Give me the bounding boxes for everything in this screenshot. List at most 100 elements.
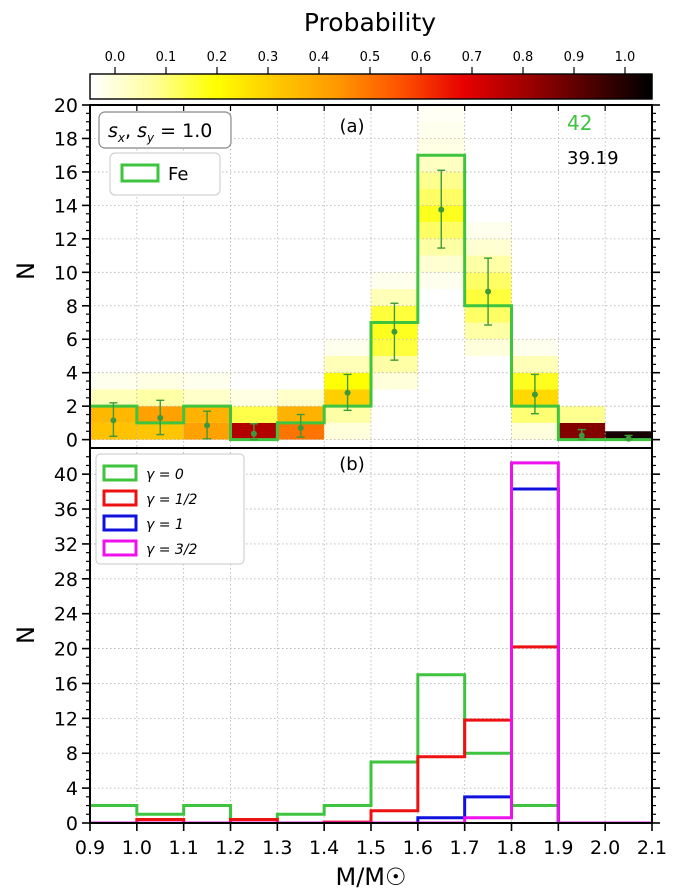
colorbar-segment xyxy=(500,74,504,99)
colorbar-segment xyxy=(379,74,383,99)
colorbar-segment xyxy=(472,74,476,99)
colorbar-segment xyxy=(522,74,527,99)
colorbar-segment xyxy=(390,74,395,99)
colorbar-segment xyxy=(474,74,479,99)
colorbar-segment xyxy=(281,74,285,99)
colorbar-tick-label: 0.0 xyxy=(105,50,126,65)
colorbar-segment xyxy=(208,74,212,99)
colorbar-segment xyxy=(632,74,636,99)
heatmap-cell xyxy=(464,238,512,256)
colorbar-segment xyxy=(317,74,322,99)
colorbar-segment xyxy=(640,74,645,99)
colorbar-segment xyxy=(449,74,454,99)
colorbar-segment xyxy=(356,74,361,99)
y-tick-label: 16 xyxy=(54,673,78,695)
heatmap-cell xyxy=(371,272,418,290)
colorbar-segment xyxy=(581,74,586,99)
y-tick-label: 20 xyxy=(54,639,78,661)
y-tick-label: 6 xyxy=(66,329,78,351)
colorbar-segment xyxy=(548,74,552,99)
colorbar-segment xyxy=(612,74,617,99)
colorbar-segment xyxy=(607,74,611,99)
colorbar-segment xyxy=(286,74,291,99)
colorbar-segment xyxy=(151,74,156,99)
colorbar-segment xyxy=(609,74,614,99)
colorbar-segment xyxy=(146,74,150,99)
errorbar-point xyxy=(625,435,632,442)
heatmap-cell xyxy=(324,422,371,440)
axes-frame xyxy=(89,104,653,824)
heatmap-cell xyxy=(324,406,371,423)
colorbar-segment xyxy=(255,74,260,99)
panel-b: 0 4 8 12 16 20 24 28 32 36 40 0.9 1.0 1.1 1.2 1.3 1.4 1.5… xyxy=(12,448,667,891)
colorbar-segment xyxy=(385,74,389,99)
x-tick-label: 2.0 xyxy=(590,837,620,859)
colorbar-segment xyxy=(143,74,147,99)
colorbar-segment xyxy=(576,74,580,99)
colorbar-segment xyxy=(531,74,535,99)
colorbar-segment xyxy=(455,74,459,99)
colorbar-segment xyxy=(635,74,639,99)
colorbar-segment xyxy=(160,74,164,99)
colorbar-segment xyxy=(109,74,114,99)
colorbar-tick-label: 0.2 xyxy=(207,50,228,65)
colorbar-segment xyxy=(216,74,220,99)
legend-swatch xyxy=(102,539,138,557)
colorbar-segment xyxy=(643,74,647,99)
colorbar-segment xyxy=(140,74,144,99)
colorbar-segment xyxy=(326,74,330,99)
heatmap-cell xyxy=(511,422,559,440)
errorbar-point xyxy=(250,430,257,437)
colorbar-segment xyxy=(525,74,529,99)
y-tick-label: 14 xyxy=(54,195,78,217)
colorbar-segment xyxy=(267,74,271,99)
colorbar-segment xyxy=(292,74,296,99)
colorbar-segment xyxy=(567,74,572,99)
colorbar-segment xyxy=(213,74,218,99)
y-tick-label: 18 xyxy=(54,128,78,150)
colorbar-segment xyxy=(233,74,237,99)
colorbar-segment xyxy=(101,74,105,99)
colorbar-segment xyxy=(289,74,293,99)
colorbar-segment xyxy=(413,74,417,99)
legend-b-entries: γ = 0 γ = 1/2 γ = 1 γ = 3/2 xyxy=(102,464,198,558)
errorbar-point xyxy=(297,424,304,431)
y-tick-label: 36 xyxy=(54,499,78,521)
colorbar-segment xyxy=(444,74,448,99)
colorbar-segment xyxy=(261,74,265,99)
colorbar-segment xyxy=(587,74,591,99)
legend-a: Fe xyxy=(109,152,221,196)
heatmap-cell xyxy=(183,372,231,390)
colorbar-segment xyxy=(570,74,574,99)
heatmap-cell xyxy=(90,372,137,390)
x-tick-label: 1.3 xyxy=(262,837,292,859)
colorbar-segment xyxy=(382,74,386,99)
colorbar-segment xyxy=(177,74,181,99)
ylabel-a: N xyxy=(12,262,40,280)
colorbar-segment xyxy=(345,74,350,99)
colorbar-segment xyxy=(340,74,344,99)
colorbar-segment xyxy=(427,74,431,99)
colorbar-segment xyxy=(649,74,653,99)
colorbar-segment xyxy=(441,74,445,99)
x-tick-label: 1.7 xyxy=(450,837,480,859)
y-tick-label: 12 xyxy=(54,708,78,730)
colorbar-segment xyxy=(556,74,560,99)
colorbar-tick-label: 0.6 xyxy=(411,50,432,65)
y-tick-label: 8 xyxy=(66,296,78,318)
colorbar-segment xyxy=(205,74,209,99)
colorbar-segment xyxy=(188,74,192,99)
colorbar-segment xyxy=(387,74,392,99)
colorbar-segment xyxy=(359,74,364,99)
colorbar-segment xyxy=(559,74,563,99)
colorbar-segment xyxy=(584,74,588,99)
panel-a: 0 2 4 6 8 10 12 14 16 18 20 (a) sx, sy = 1.0 Fe 42… xyxy=(12,95,660,452)
legend-label-fe: Fe xyxy=(168,164,188,185)
colorbar-segment xyxy=(604,74,608,99)
errorbar-point xyxy=(391,328,398,335)
heatmap-cell xyxy=(464,222,512,239)
step-line-3 xyxy=(90,461,652,823)
y-tick-label: 32 xyxy=(54,534,78,556)
colorbar-segment xyxy=(519,74,524,99)
